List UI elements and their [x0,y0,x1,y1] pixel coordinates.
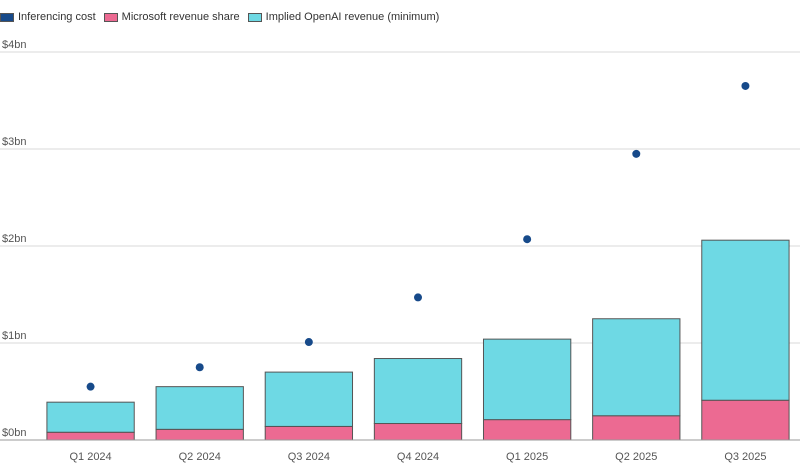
bar-segment [482,338,572,421]
x-tick-label: Q1 2025 [506,451,548,463]
legend-swatch-inferencing [0,12,14,22]
bar-segment [592,415,681,441]
data-point [195,363,204,372]
legend-label-openai: Implied OpenAI revenue (minimum) [265,11,440,23]
x-tick-label: Q4 2024 [397,451,439,463]
bar-segment [264,425,354,441]
data-point [414,293,422,302]
legend-label-inferencing: Inferencing cost [18,11,96,23]
bar-segment [592,318,681,417]
bar-segment [46,401,135,433]
bar-segment [482,419,572,441]
y-tick-label: $4bn [2,39,26,51]
x-tick-label: Q2 2025 [615,451,657,463]
bar-segment [264,371,354,427]
data-point [632,149,641,158]
y-tick-label: $0bn [2,427,26,439]
x-tick-label: Q2 2024 [179,451,221,463]
data-point [304,338,313,347]
bar-segment [155,386,244,430]
legend-item-microsoft: Microsoft revenue share [103,11,240,23]
legend: Inferencing cost Microsoft revenue share… [0,9,447,25]
bar-segment [373,423,463,441]
legend-swatch-openai [247,12,262,22]
x-tick-label: Q3 2025 [724,451,766,463]
y-tick-label: $3bn [2,136,26,148]
bar-segment [46,431,135,441]
bar-segment [373,358,463,425]
legend-item-openai: Implied OpenAI revenue (minimum) [247,11,440,23]
x-tick-label: Q3 2024 [288,451,330,463]
bar-segment [701,239,790,401]
data-point [86,382,95,391]
legend-label-microsoft: Microsoft revenue share [121,11,240,23]
bar-segment [155,428,244,441]
data-point [523,235,532,244]
legend-swatch-microsoft [103,12,118,22]
data-point [741,81,750,90]
legend-item-inferencing: Inferencing cost [0,11,96,23]
bar-segment [701,399,790,441]
x-tick-label: Q1 2024 [69,451,111,463]
y-tick-label: $1bn [2,330,26,342]
y-tick-label: $2bn [2,233,26,245]
